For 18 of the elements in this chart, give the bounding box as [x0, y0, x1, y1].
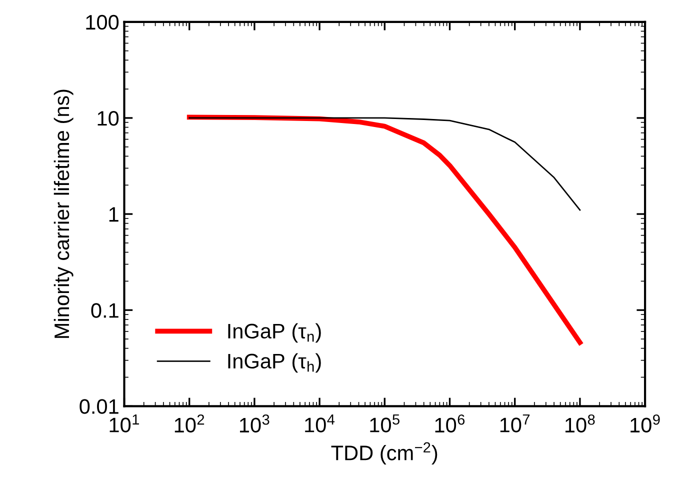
- x-tick-label: 10$^{8}$: [566, 414, 595, 433]
- y-tick-label: 0.01: [80, 399, 118, 414]
- x-tick-label: 10$^{1}$: [110, 414, 139, 432]
- x-tick-label: 10$^{4}$: [305, 414, 335, 432]
- x-tick-label: 10$^{2}$: [174, 414, 204, 433]
- x-axis-title: TDD (cm$^{−2}$): [331, 442, 438, 464]
- x-tick-label: 10$^{7}$: [500, 414, 530, 432]
- y-tick-label: 100: [86, 14, 119, 30]
- y-tick-label: 0.1: [91, 303, 118, 318]
- x-tick-label: 10$^{6}$: [435, 414, 465, 433]
- legend-label: InGaP (τ$_{h}$): [228, 353, 321, 373]
- y-tick-label: 10: [98, 110, 119, 126]
- x-tick-label: 10$^{3}$: [240, 414, 270, 433]
- x-tick-label: 10$^{9}$: [630, 414, 660, 433]
- legend-label: InGaP (τ$_{n}$): [228, 323, 321, 343]
- x-tick-label: 10$^{5}$: [370, 414, 400, 432]
- y-tick-label: 1: [109, 207, 118, 222]
- y-axis-title: Minority carrier lifetime (ns): [54, 90, 74, 338]
